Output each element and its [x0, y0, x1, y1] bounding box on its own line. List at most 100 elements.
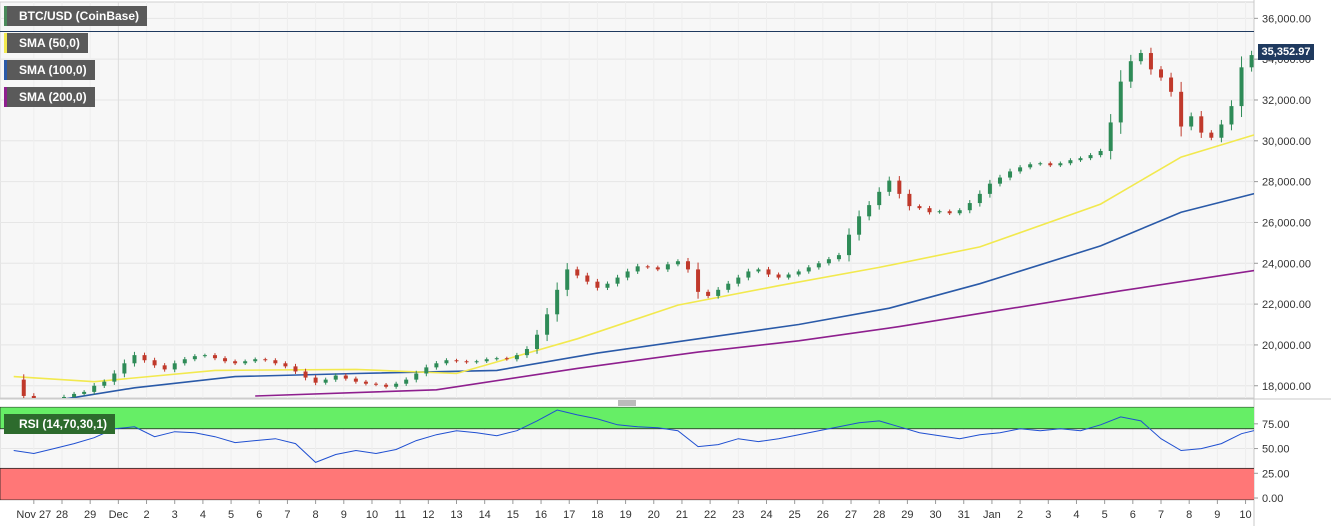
- candle-down: [504, 358, 509, 360]
- candle-down: [31, 395, 36, 398]
- candle-up: [565, 269, 570, 290]
- date-tick-label: 12: [422, 509, 434, 521]
- candle-up: [826, 259, 831, 264]
- candle-up: [1018, 167, 1023, 172]
- candle-down: [464, 361, 469, 363]
- rsi-tick-label: 0.00: [1262, 493, 1283, 505]
- candle-down: [696, 269, 701, 292]
- candle-up: [202, 355, 207, 357]
- candle-up: [555, 289, 560, 315]
- sma-200-legend[interactable]: SMA (200,0): [4, 87, 95, 107]
- candle-up: [514, 355, 519, 360]
- candle-down: [575, 269, 580, 276]
- candle-down: [273, 360, 278, 364]
- candle-up: [1189, 116, 1194, 127]
- rsi-plot-area: [0, 407, 1254, 500]
- date-tick-label: Nov 27: [16, 509, 51, 521]
- candle-down: [293, 366, 298, 372]
- candle-up: [977, 193, 982, 204]
- date-tick-label: 27: [845, 509, 857, 521]
- candle-down: [313, 377, 318, 383]
- date-tick-label: 13: [450, 509, 462, 521]
- candle-up: [535, 334, 540, 350]
- candle-up: [937, 211, 942, 213]
- candle-down: [927, 208, 932, 213]
- candle-up: [957, 210, 962, 214]
- date-tick-label: 6: [256, 509, 262, 521]
- candle-down: [363, 381, 368, 384]
- date-tick-label: 20: [648, 509, 660, 521]
- candle-up: [72, 393, 77, 397]
- candle-down: [142, 355, 147, 361]
- candle-down: [343, 375, 348, 379]
- candle-up: [675, 261, 680, 265]
- candle-down: [1199, 116, 1204, 133]
- candle-up: [1108, 122, 1113, 152]
- candle-up: [62, 396, 67, 398]
- candle-up: [82, 391, 87, 394]
- candle-up: [182, 359, 187, 364]
- candle-down: [766, 269, 771, 275]
- date-tick-label: 19: [619, 509, 631, 521]
- date-tick-label: 21: [676, 509, 688, 521]
- candle-up: [424, 367, 429, 374]
- candle-up: [1219, 124, 1224, 138]
- date-tick-label: 8: [313, 509, 319, 521]
- rsi-tick-label: 25.00: [1262, 468, 1290, 480]
- candle-up: [323, 379, 328, 383]
- date-tick-label: 29: [84, 509, 96, 521]
- candle-up: [987, 183, 992, 194]
- candle-up: [253, 359, 258, 362]
- candle-up: [1038, 163, 1043, 165]
- candle-up: [394, 383, 399, 387]
- candle-up: [1118, 81, 1123, 123]
- candle-up: [172, 363, 177, 370]
- candle-up: [494, 358, 499, 360]
- sma-50-legend[interactable]: SMA (50,0): [4, 33, 88, 53]
- price-tick-label: 32,000.00: [1262, 95, 1311, 107]
- rsi-line: [13, 409, 1254, 463]
- price-tick-label: 24,000.00: [1262, 258, 1311, 270]
- rsi-overbought-zone: [0, 407, 1254, 430]
- rsi-tick-label: 50.00: [1262, 444, 1290, 456]
- price-plot-area: [13, 47, 1254, 401]
- candle-up: [615, 277, 620, 284]
- candle-up: [122, 363, 127, 374]
- date-tick-label: 7: [284, 509, 290, 521]
- candle-up: [665, 264, 670, 270]
- date-tick-label: Dec: [109, 509, 129, 521]
- candle-up: [132, 355, 137, 364]
- date-tick-label: 9: [341, 509, 347, 521]
- date-tick-label: 5: [1102, 509, 1108, 521]
- candle-up: [333, 375, 338, 380]
- candle-down: [585, 275, 590, 282]
- date-tick-label: 9: [1214, 509, 1220, 521]
- candle-up: [887, 180, 892, 192]
- candle-down: [947, 211, 952, 214]
- candle-up: [92, 385, 97, 392]
- sma-100-legend[interactable]: SMA (100,0): [4, 60, 95, 80]
- candle-up: [1058, 163, 1063, 166]
- candle-up: [1088, 155, 1093, 159]
- date-tick-label: 11: [394, 509, 405, 521]
- candle-down: [645, 266, 650, 268]
- candle-down: [52, 400, 56, 401]
- candle-down: [685, 261, 690, 270]
- candle-down: [373, 383, 378, 385]
- date-tick-label: 16: [535, 509, 547, 521]
- date-tick-label: 10: [366, 509, 378, 521]
- candle-down: [655, 267, 660, 270]
- candle-up: [726, 283, 731, 290]
- date-tick-label: 4: [200, 509, 206, 521]
- candle-up: [1008, 171, 1013, 178]
- candle-down: [223, 358, 228, 362]
- candle-up: [967, 203, 972, 211]
- candle-down: [1179, 91, 1184, 127]
- candle-up: [545, 314, 550, 335]
- candle-up: [877, 191, 882, 206]
- candle-up: [786, 274, 791, 278]
- candle-up: [847, 234, 852, 256]
- candle-up: [1249, 55, 1254, 68]
- date-tick-label: 8: [1186, 509, 1192, 521]
- rsi-legend[interactable]: RSI (14,70,30,1): [4, 414, 116, 434]
